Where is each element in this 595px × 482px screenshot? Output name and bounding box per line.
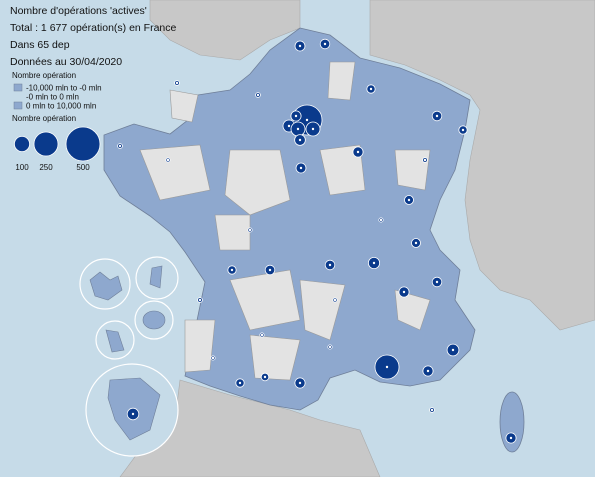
bubble-centre: [451, 348, 455, 352]
bubble-centre: [372, 261, 376, 265]
bubble-centre: [509, 436, 513, 440]
header-line: Nombre d'opérations 'actives': [10, 5, 147, 17]
bubble-centre: [402, 290, 406, 294]
legend-swatch: [13, 101, 23, 110]
bubble-centre: [248, 228, 252, 232]
bubble-centre: [118, 144, 122, 148]
bubble-centre: [311, 127, 315, 131]
no-data-area: [214, 214, 251, 251]
bubbles: [117, 38, 517, 444]
no-data-areas: [139, 61, 431, 381]
inset-land: [142, 310, 166, 330]
bubble-centre: [356, 150, 360, 154]
no-data-area: [319, 144, 366, 196]
no-data-area: [299, 279, 346, 341]
bubble-centre: [131, 412, 135, 416]
bubble-centre: [238, 381, 242, 385]
legend-label: 0 mln to 10,000 mln: [26, 102, 96, 111]
header-line: Dans 65 dep: [10, 39, 70, 51]
bubble-centre: [423, 158, 427, 162]
bubble-centre: [263, 375, 267, 379]
bubble-centre: [414, 241, 418, 245]
no-data-area: [184, 319, 216, 373]
no-data-area: [327, 61, 356, 101]
bubble-centre: [298, 138, 302, 142]
bubble-centre: [175, 81, 179, 85]
bubble-centre: [230, 268, 234, 272]
inset-land: [89, 271, 123, 301]
bubble-centre: [298, 44, 302, 48]
no-data-area: [249, 334, 301, 381]
header: Nombre d'opérations 'actives' Total : 1 …: [10, 5, 177, 68]
inset-land: [105, 329, 125, 353]
bubble-centre: [328, 345, 332, 349]
no-data-area: [394, 289, 431, 331]
france: [103, 27, 476, 411]
legend-size-label: 100: [15, 163, 29, 172]
no-data-area: [139, 144, 211, 201]
inset-land: [149, 265, 163, 289]
legend-title: Nombre opération: [12, 114, 76, 123]
bubble-centre: [435, 280, 439, 284]
legend-size-circle: [13, 135, 31, 153]
legend-size-label: 250: [39, 163, 53, 172]
legend: Nombre opération Nombre opération -10,00…: [12, 71, 102, 172]
legend-swatch: [13, 83, 23, 92]
legend-title: Nombre opération: [12, 71, 76, 80]
header-line: Données au 30/04/2020: [10, 56, 122, 68]
bubble-centre: [305, 118, 309, 122]
bubble-centre: [426, 369, 430, 373]
bubble-centre: [369, 87, 373, 91]
bubble-centre: [407, 198, 411, 202]
neighbour-land: [369, 0, 595, 331]
legend-size-circle: [33, 131, 59, 157]
legend-size-circle: [65, 126, 101, 162]
bubble-centre: [299, 166, 303, 170]
bubble-centre: [166, 158, 170, 162]
bubble-centre: [260, 333, 264, 337]
bubble-centre: [333, 298, 337, 302]
bubble-centre: [256, 93, 260, 97]
no-data-area: [394, 149, 431, 191]
bubble-centre: [435, 114, 439, 118]
legend-label: -10,000 mln to -0 mln: [26, 84, 102, 93]
bubble-centre: [298, 381, 302, 385]
bubble-centre: [430, 408, 434, 412]
bubble-centre: [294, 114, 298, 118]
legend-label: -0 mln to 0 mln: [26, 93, 79, 102]
bubble-centre: [211, 356, 215, 360]
bubble-centre: [296, 127, 300, 131]
no-data-area: [224, 149, 291, 216]
bubble-centre: [287, 124, 291, 128]
bubble-centre: [385, 365, 389, 369]
header-line: Total : 1 677 opération(s) en France: [10, 22, 177, 34]
no-data-area: [169, 89, 199, 123]
bubble-centre: [268, 268, 272, 272]
bubble-centre: [461, 128, 465, 132]
bubble-centre: [379, 218, 383, 222]
neighbour-land: [149, 0, 301, 61]
legend-size-label: 500: [76, 163, 90, 172]
bubble-centre: [328, 263, 332, 267]
bubble-centre: [323, 42, 327, 46]
bubble-centre: [198, 298, 202, 302]
